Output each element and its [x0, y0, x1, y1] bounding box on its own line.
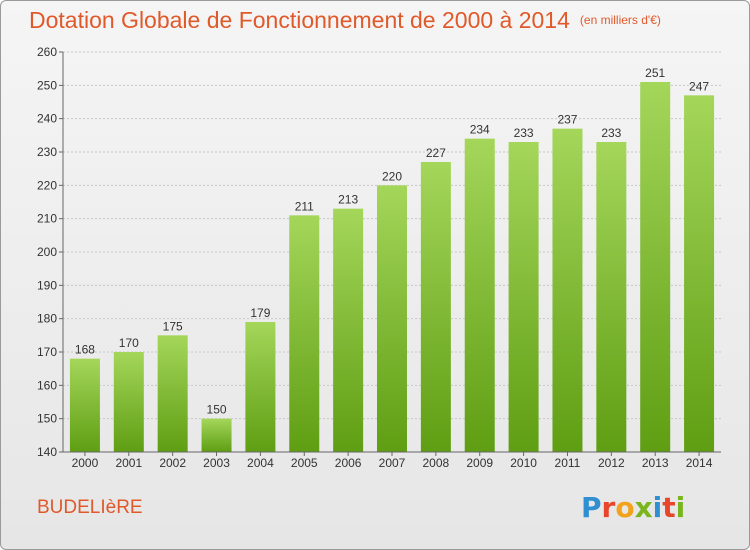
logo-letter: P	[581, 491, 602, 524]
y-tick-label: 190	[37, 278, 57, 292]
x-tick-label: 2006	[335, 456, 362, 470]
y-axis: 140 150 160 170 180 190 200 210 220 230 240 250 260	[37, 45, 64, 459]
y-tick-label: 230	[37, 145, 57, 159]
bar-value-label: 211	[295, 199, 314, 213]
bar-value-label: 234	[470, 123, 490, 137]
bar-2004	[245, 322, 276, 452]
bar-value-label: 213	[338, 193, 358, 207]
bar-2001	[113, 352, 144, 452]
logo-letter: i	[675, 491, 686, 524]
bar-2013	[640, 82, 671, 452]
x-tick-label: 2008	[423, 456, 450, 470]
chart-title-text: Dotation Globale de Fonctionnement de 20…	[29, 7, 570, 33]
x-tick-label: 2013	[642, 456, 669, 470]
x-tick-label: 2007	[379, 456, 406, 470]
bar-value-label: 233	[514, 126, 534, 140]
x-tick-label: 2014	[686, 456, 713, 470]
bar-value-label: 168	[75, 343, 95, 357]
y-tick-label: 160	[37, 378, 57, 392]
chart-subtitle: (en milliers d'€)	[579, 13, 661, 27]
y-tick-label: 150	[37, 412, 57, 426]
x-tick-label: 2000	[72, 456, 99, 470]
bar-value-label: 227	[426, 146, 446, 160]
commune-name: BUDELIèRE	[37, 497, 143, 518]
x-tick-label: 2004	[247, 456, 274, 470]
chart-title: Dotation Globale de Fonctionnement de 20…	[29, 7, 661, 34]
x-tick-label: 2001	[115, 456, 142, 470]
y-tick-label: 140	[37, 445, 57, 459]
logo-letter: o	[615, 491, 635, 524]
bar-2003	[201, 418, 232, 452]
logo-letter: i	[652, 491, 663, 524]
x-tick-label: 2012	[598, 456, 625, 470]
bar-2006	[333, 208, 364, 452]
bar-2012	[596, 142, 627, 452]
bar-2000	[69, 358, 100, 452]
y-tick-label: 250	[37, 78, 57, 92]
bar-2014	[684, 95, 715, 452]
bar-2009	[464, 138, 495, 452]
logo-letter: t	[662, 491, 676, 524]
x-tick-label: 2009	[466, 456, 493, 470]
bar-value-label: 170	[119, 336, 139, 350]
bar-2002	[157, 335, 188, 452]
y-tick-label: 180	[37, 312, 57, 326]
bar-value-label: 175	[163, 319, 183, 333]
bar-value-label: 220	[382, 169, 402, 183]
bar-value-label: 247	[689, 79, 709, 93]
bar-value-label: 150	[207, 403, 227, 417]
bar-2005	[289, 215, 320, 452]
x-tick-label: 2011	[555, 456, 581, 470]
bar-2011	[552, 128, 583, 452]
bar-2007	[377, 185, 407, 453]
bar-value-label: 233	[601, 126, 621, 140]
logo-letter: r	[601, 491, 616, 524]
y-tick-label: 200	[37, 245, 57, 259]
proxiti-logo: Proxiti	[581, 491, 685, 524]
y-tick-label: 170	[37, 345, 57, 359]
x-tick-label: 2002	[159, 456, 186, 470]
bar-value-label: 179	[250, 306, 270, 320]
x-axis: 2000 2001 2002 2003 2004 2005 2006 2007 2008 2009…	[63, 451, 721, 470]
logo-letter: x	[634, 491, 653, 524]
y-tick-label: 260	[37, 45, 57, 59]
x-tick-label: 2010	[510, 456, 537, 470]
bar-2010	[508, 142, 539, 452]
bars: 168 170 175 150 179 211 213 220 227 234 233 237 233 2…	[69, 66, 715, 453]
bar-value-label: 251	[645, 66, 665, 80]
bar-value-label: 237	[557, 113, 577, 127]
y-tick-label: 210	[37, 212, 57, 226]
x-tick-label: 2005	[291, 456, 318, 470]
bar-2008	[420, 162, 451, 452]
x-tick-label: 2003	[203, 456, 230, 470]
y-tick-label: 240	[37, 112, 57, 126]
y-tick-label: 220	[37, 178, 57, 192]
